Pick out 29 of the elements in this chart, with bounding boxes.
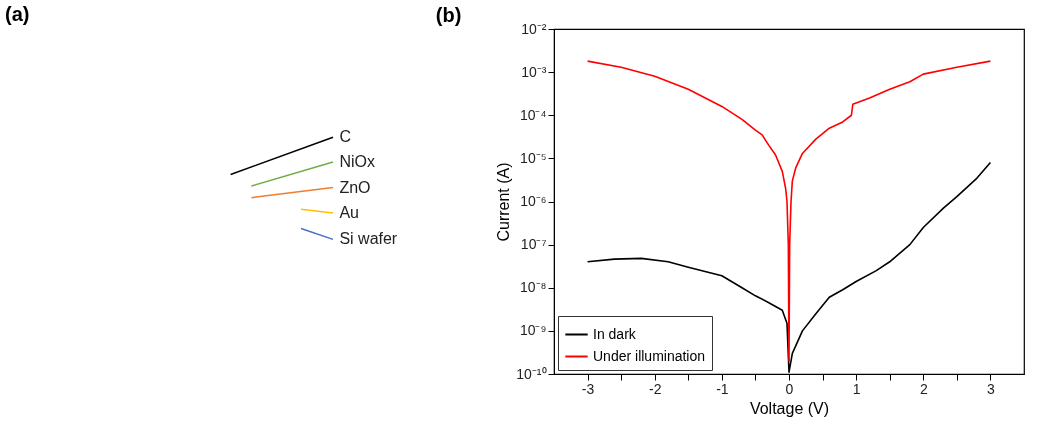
x-tick-label: -3 — [581, 380, 595, 397]
y-axis-title: Current (A) — [495, 162, 513, 242]
x-tick-label: 3 — [987, 380, 996, 397]
y-tick-label: 10⁻¹⁰ — [516, 365, 547, 382]
y-tick-label: 10⁻⁹ — [519, 322, 547, 339]
x-tick-label: -1 — [716, 380, 729, 397]
text: Au — [339, 204, 359, 222]
text: (a) — [5, 3, 30, 25]
text: ZnO — [339, 178, 371, 196]
line-series — [586, 161, 992, 374]
legend-label: In dark — [593, 325, 637, 342]
x-tick-label: 2 — [919, 380, 928, 397]
y-tick-label: 10⁻³ — [521, 63, 547, 80]
text: C — [339, 128, 351, 146]
y-tick-label: 10⁻⁵ — [520, 149, 547, 166]
y-tick-label: 10⁻⁶ — [520, 193, 547, 209]
x-tick-label: -2 — [648, 380, 662, 397]
chart-title: (b) — [435, 4, 462, 26]
x-tick-label: 0 — [785, 380, 794, 397]
text: Si wafer — [339, 230, 398, 248]
line-series — [586, 60, 992, 362]
x-axis-title: Voltage (V) — [749, 399, 830, 417]
legend-label: Under illumination — [593, 347, 706, 364]
y-tick-label: 10⁻⁷ — [520, 236, 547, 253]
x-tick-label: 1 — [852, 380, 861, 397]
y-tick-label: 10⁻⁴ — [519, 106, 547, 123]
y-tick-label: 10⁻⁸ — [520, 279, 547, 296]
y-tick-label: 10⁻² — [521, 20, 547, 37]
text: NiOx — [339, 153, 375, 171]
